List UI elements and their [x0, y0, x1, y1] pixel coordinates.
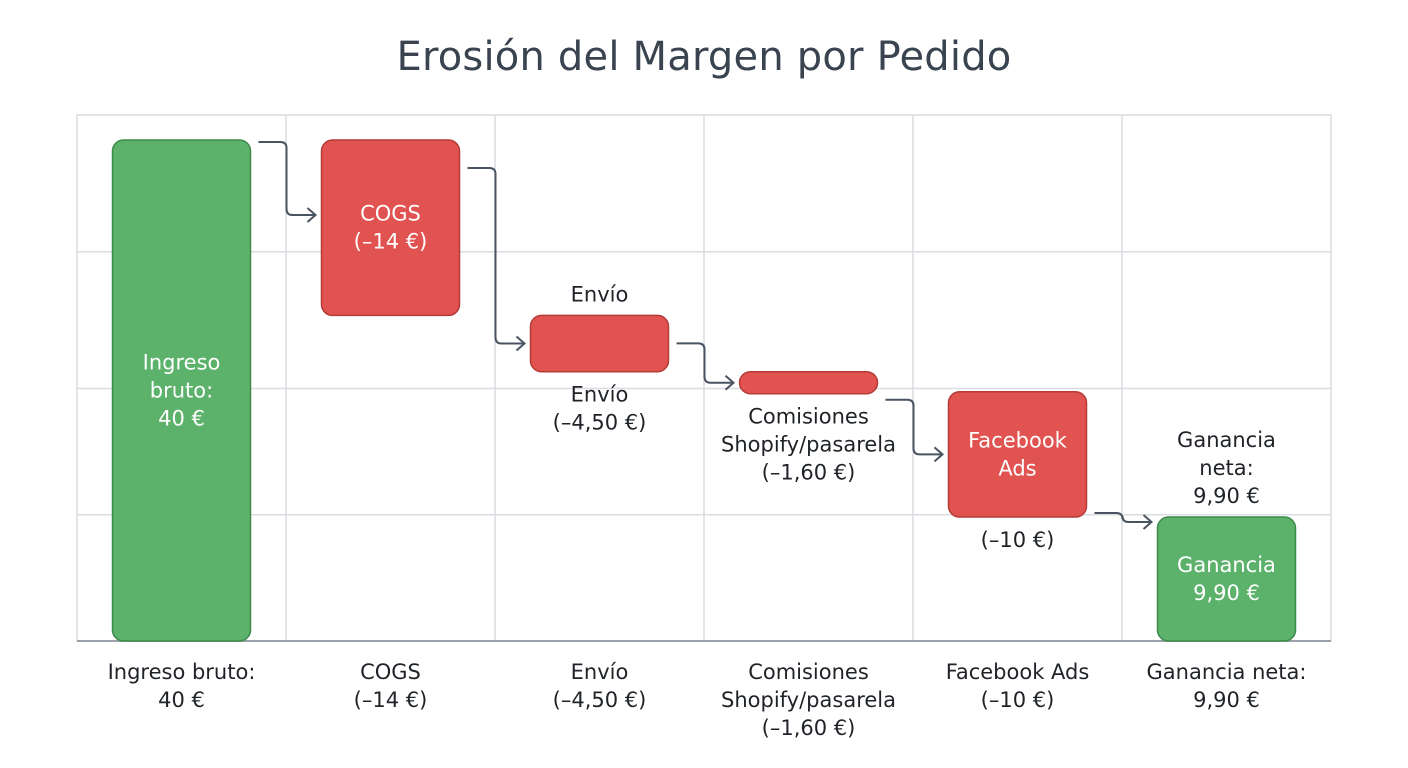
category-label: 40 €	[158, 688, 205, 712]
bar-label-inside: bruto:	[150, 379, 213, 403]
bar-label-below: (–10 €)	[981, 528, 1055, 552]
bar-label-above: neta:	[1199, 456, 1253, 480]
bar-label-below: Shopify/pasarela	[721, 433, 896, 457]
category-label: COGS	[360, 660, 421, 684]
bar-2	[529, 314, 670, 373]
bar-label-inside: (–14 €)	[354, 230, 428, 254]
bar-4	[947, 391, 1088, 518]
chart-title: Erosión del Margen por Pedido	[396, 34, 1012, 80]
bar-label-inside: Facebook	[968, 428, 1068, 452]
bar-label-inside: 40 €	[158, 407, 205, 431]
bar-label-above: Ganancia	[1177, 428, 1276, 452]
category-label: (–14 €)	[354, 688, 428, 712]
category-label: Facebook Ads	[946, 660, 1090, 684]
bar-label-below: Envío	[571, 383, 629, 407]
arrowhead	[306, 207, 318, 223]
connector-arrow	[676, 342, 734, 384]
bar-label-above: 9,90 €	[1193, 484, 1260, 508]
category-label: Envío	[571, 660, 629, 684]
bar-label-below: Comisiones	[748, 405, 869, 429]
category-label: Comisiones	[748, 660, 869, 684]
category-label: 9,90 €	[1193, 688, 1260, 712]
bar-label-below: (–4,50 €)	[553, 411, 647, 435]
arrowhead	[724, 374, 736, 391]
bar-0	[111, 139, 252, 642]
connector-arrow	[885, 398, 943, 456]
arrowhead	[933, 446, 945, 463]
category-label: (–4,50 €)	[553, 688, 647, 712]
category-label: Ingreso bruto:	[108, 660, 256, 684]
bar-5	[1156, 516, 1297, 642]
category-label: (–10 €)	[981, 688, 1055, 712]
bar-label-inside: 9,90 €	[1193, 581, 1260, 605]
bar-label-inside: Ganancia	[1177, 553, 1276, 577]
category-label: (–1,60 €)	[762, 716, 856, 740]
arrowhead	[1142, 514, 1154, 530]
bar-label-below: (–1,60 €)	[762, 461, 856, 485]
bar-label-inside: Ads	[998, 456, 1036, 480]
bar-label-inside: Ingreso	[143, 351, 221, 375]
connector-arrow	[1094, 512, 1152, 524]
bar-1	[320, 139, 461, 317]
connector-arrow	[467, 167, 525, 345]
category-label: Ganancia neta:	[1147, 660, 1307, 684]
bar-label-above: Envío	[571, 282, 629, 306]
bar-3	[738, 370, 879, 395]
bar-label-inside: COGS	[360, 202, 421, 226]
category-label: Shopify/pasarela	[721, 688, 896, 712]
connector-arrow	[258, 141, 316, 217]
arrowhead	[515, 335, 527, 352]
